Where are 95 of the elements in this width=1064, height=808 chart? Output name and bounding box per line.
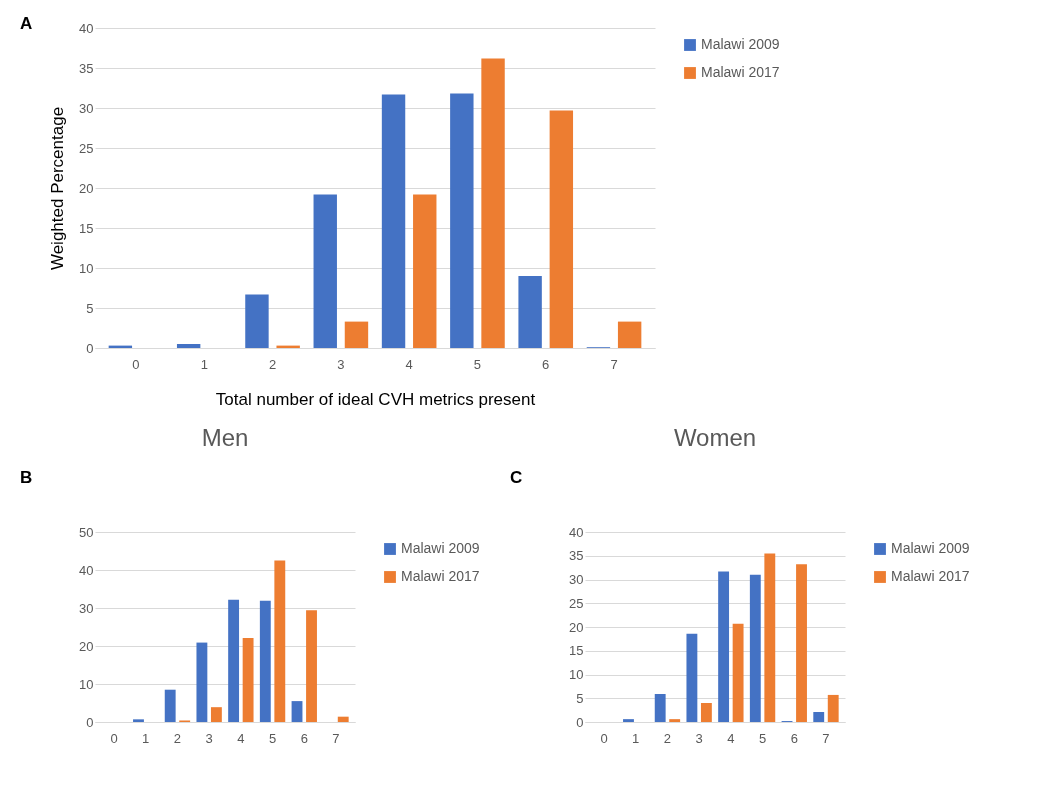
x-tick-label: 6 xyxy=(790,730,798,746)
y-tick-label: 0 xyxy=(86,714,94,730)
bar xyxy=(549,110,574,348)
bar xyxy=(413,194,437,348)
y-tick-label: 30 xyxy=(569,572,584,587)
bar xyxy=(617,321,642,348)
x-tick-label: 2 xyxy=(663,730,672,746)
bar xyxy=(764,553,776,722)
chart-title: Women xyxy=(673,424,757,451)
x-tick-label: 4 xyxy=(237,730,245,746)
x-axis-title: Total number of ideal CVH metrics present xyxy=(215,389,536,409)
x-tick-label: 4 xyxy=(405,356,413,372)
bar xyxy=(164,689,176,722)
y-tick-label: 20 xyxy=(79,180,94,196)
legend-label: Malawi 2009 xyxy=(701,36,780,52)
x-tick-label: 5 xyxy=(758,730,767,746)
chart-title: Men xyxy=(201,424,249,451)
y-tick-label: 5 xyxy=(576,690,584,706)
x-tick-label: 2 xyxy=(268,356,277,372)
x-tick-label: 0 xyxy=(132,356,140,372)
legend-label: Malawi 2017 xyxy=(701,64,780,80)
bar xyxy=(306,610,317,722)
bar xyxy=(228,599,240,722)
legend-label: Malawi 2009 xyxy=(891,540,970,556)
bar xyxy=(654,693,666,722)
bar xyxy=(196,642,208,722)
x-tick-label: 0 xyxy=(600,730,608,746)
bar xyxy=(245,294,269,348)
y-tick-label: 35 xyxy=(79,60,94,76)
y-tick-label: 30 xyxy=(79,100,94,116)
bar xyxy=(718,571,730,722)
y-tick-label: 10 xyxy=(79,260,94,276)
bar xyxy=(732,623,744,722)
bar xyxy=(176,344,201,348)
bar xyxy=(242,638,254,722)
y-tick-label: 40 xyxy=(79,20,94,36)
bar xyxy=(813,712,825,722)
x-tick-label: 1 xyxy=(142,730,150,746)
bar xyxy=(291,701,303,722)
x-tick-label: 3 xyxy=(337,356,345,372)
y-tick-label: 20 xyxy=(79,638,94,654)
x-tick-label: 4 xyxy=(727,730,735,746)
bar xyxy=(381,94,406,348)
bar xyxy=(210,707,222,722)
x-tick-label: 2 xyxy=(173,730,182,746)
bar xyxy=(344,321,369,348)
bar xyxy=(481,58,505,348)
y-tick-label: 20 xyxy=(569,619,584,635)
bar xyxy=(337,716,349,722)
x-tick-label: 7 xyxy=(332,730,340,746)
x-tick-label: 6 xyxy=(542,356,550,372)
y-tick-label: 35 xyxy=(569,548,584,564)
bar xyxy=(518,276,542,348)
y-tick-label: 25 xyxy=(569,595,584,611)
y-axis-title: Weighted Percentage xyxy=(48,106,68,271)
text: C xyxy=(510,468,523,487)
x-tick-label: 3 xyxy=(695,730,703,746)
x-tick-label: 3 xyxy=(205,730,213,746)
y-tick-label: 30 xyxy=(79,600,94,616)
bar xyxy=(796,564,807,722)
bar xyxy=(700,703,712,722)
y-tick-label: 10 xyxy=(79,676,94,692)
bar xyxy=(259,600,271,722)
bar xyxy=(623,719,634,722)
x-tick-label: 5 xyxy=(268,730,277,746)
y-tick-label: 10 xyxy=(569,667,584,682)
bar xyxy=(313,194,337,348)
x-tick-label: 7 xyxy=(822,730,830,746)
bar xyxy=(274,560,286,722)
y-tick-label: 15 xyxy=(569,643,584,659)
y-tick-label: 40 xyxy=(569,524,584,540)
bar xyxy=(827,694,839,722)
text: A xyxy=(20,14,33,33)
y-tick-label: 0 xyxy=(576,714,584,730)
legend-label: Malawi 2017 xyxy=(401,568,480,584)
legend-label: Malawi 2009 xyxy=(401,540,480,556)
x-tick-label: 1 xyxy=(632,730,640,746)
bar xyxy=(133,719,144,722)
y-tick-label: 50 xyxy=(79,524,94,540)
y-tick-label: 5 xyxy=(86,300,94,316)
bar xyxy=(669,719,681,722)
y-tick-label: 15 xyxy=(79,220,94,236)
bar xyxy=(749,574,761,722)
legend-label: Malawi 2017 xyxy=(891,568,970,584)
y-tick-label: 40 xyxy=(79,562,94,578)
x-tick-label: 5 xyxy=(473,356,482,372)
y-tick-label: 0 xyxy=(86,340,94,356)
bar xyxy=(686,633,698,722)
x-tick-label: 0 xyxy=(110,730,118,746)
y-tick-label: 25 xyxy=(79,140,94,156)
x-tick-label: 1 xyxy=(200,356,208,372)
bar xyxy=(450,93,474,348)
text: B xyxy=(20,468,33,487)
x-tick-label: 7 xyxy=(610,356,618,372)
x-tick-label: 6 xyxy=(300,730,308,746)
